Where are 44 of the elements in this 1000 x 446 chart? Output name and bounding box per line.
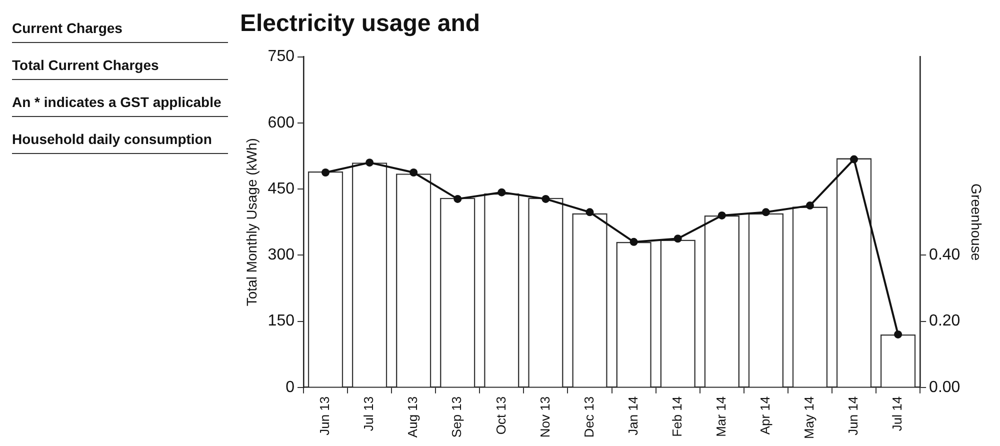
x-tick-label: Jul 13 xyxy=(361,396,376,432)
y-tick-label: 450 xyxy=(268,180,295,198)
text: Total Current Charges xyxy=(12,51,228,80)
point xyxy=(454,194,462,203)
text: Current Charges xyxy=(12,14,228,43)
point xyxy=(322,168,330,176)
y-axis-title: Total Monthly Usage (kWh) xyxy=(243,138,260,306)
x-tick-label: Jun 13 xyxy=(317,396,332,436)
y2-tick-label: 0.20 xyxy=(929,312,960,330)
point xyxy=(586,208,594,216)
point xyxy=(806,202,814,210)
x-tick-label: Dec 13 xyxy=(581,396,596,438)
y-tick-label: 0 xyxy=(286,378,295,396)
point xyxy=(674,234,682,243)
point xyxy=(366,158,374,167)
point xyxy=(894,330,902,338)
x-tick-label: Nov 13 xyxy=(537,396,552,438)
point xyxy=(630,238,638,246)
x-tick-label: Jul 14 xyxy=(890,396,905,432)
x-tick-label: Mar 14 xyxy=(713,396,728,437)
text: Household daily consumption xyxy=(12,125,228,154)
x-tick-label: Jan 14 xyxy=(625,396,640,436)
x-tick-label: Jun 14 xyxy=(846,396,861,436)
y-tick-label: 600 xyxy=(268,114,295,132)
y2-tick-label: 0.40 xyxy=(929,246,960,264)
point xyxy=(718,211,726,220)
x-tick-label: May 14 xyxy=(802,396,817,440)
y-tick-label: 150 xyxy=(268,312,295,330)
y-tick-label: 300 xyxy=(268,246,295,264)
y-tick-label: 750 xyxy=(268,48,295,66)
x-tick-label: Oct 13 xyxy=(493,396,508,435)
point xyxy=(542,194,550,203)
x-tick-label: Aug 13 xyxy=(405,396,420,438)
text: An * indicates a GST applicable xyxy=(12,88,228,117)
x-tick-label: Sep 13 xyxy=(449,396,464,438)
point xyxy=(410,168,418,176)
point xyxy=(498,188,506,196)
x-tick-label: Apr 14 xyxy=(757,396,772,435)
x-tick-label: Feb 14 xyxy=(669,396,684,437)
y2-axis-title: Greenhouse xyxy=(968,184,985,261)
point xyxy=(762,208,770,216)
chart-title: Electricity usage and xyxy=(240,10,480,38)
point xyxy=(850,155,858,164)
y2-tick-label: 0.00 xyxy=(929,378,960,396)
